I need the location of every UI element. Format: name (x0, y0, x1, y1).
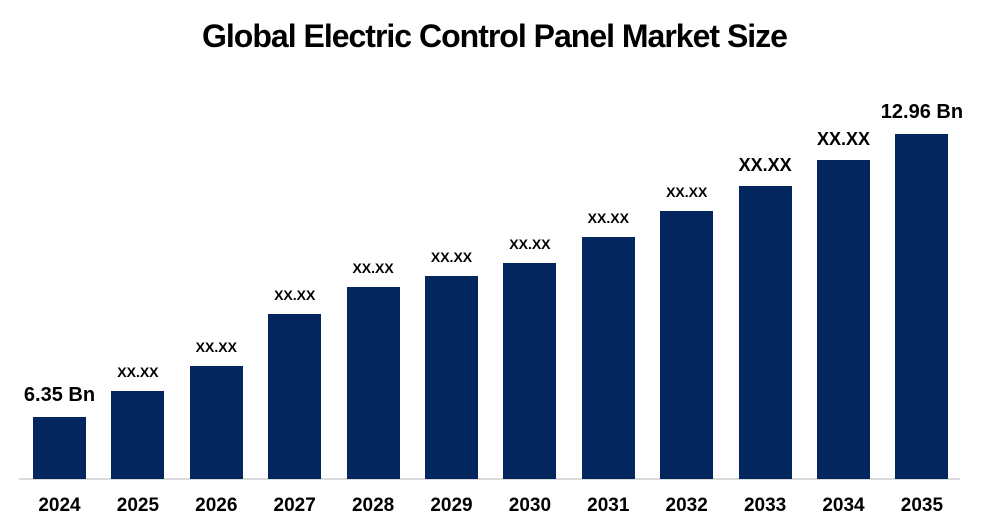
bar-value-label: XX.XX (509, 236, 551, 253)
bar-value-label: XX.XX (587, 210, 629, 227)
bar-value-label: XX.XX (117, 364, 159, 381)
bar-2030 (503, 263, 557, 479)
bar-value-label: 6.35 Bn (23, 384, 96, 406)
x-axis-tick-label: 2024 (38, 495, 81, 516)
x-axis-tick-label: 2028 (351, 495, 395, 516)
bar-2025 (111, 391, 165, 479)
bar-value-label: 12.96 Bn (880, 101, 964, 123)
bar-2032 (660, 211, 714, 479)
x-axis-tick-label: 2025 (116, 495, 160, 516)
x-axis-tick-label: 2029 (430, 495, 473, 516)
bar-2033 (738, 186, 792, 479)
bar-value-label: XX.XX (274, 287, 316, 304)
bar-column-2033: XX.XX 2033 (738, 155, 792, 516)
x-axis-tick-label: 2027 (273, 495, 316, 516)
bar-2034 (817, 160, 870, 479)
x-axis-tick-label: 2032 (665, 495, 708, 516)
bar-column-2034: XX.XX 2034 (816, 129, 871, 516)
x-axis-tick-label: 2026 (195, 495, 238, 516)
bar-column-2024: 6.35 Bn 2024 (24, 385, 95, 517)
x-axis-tick-label: 2033 (743, 495, 787, 516)
x-axis-tick-label: 2031 (587, 495, 630, 516)
bar-value-label: XX.XX (352, 260, 394, 277)
bar-column-2025: XX.XX 2025 (111, 364, 165, 516)
bar-column-2029: XX.XX 2029 (425, 249, 478, 516)
bar-column-2031: XX.XX 2031 (581, 210, 635, 516)
bar-column-2035: 12.96 Bn 2035 (881, 102, 963, 517)
bar-value-label: XX.XX (195, 339, 237, 356)
chart-title: Global Electric Control Panel Market Siz… (202, 18, 788, 54)
bar-2028 (346, 287, 400, 479)
bar-column-2030: XX.XX 2030 (503, 236, 557, 516)
bar-2035 (895, 134, 949, 479)
bar-2024 (33, 417, 86, 479)
bar-column-2032: XX.XX 2032 (660, 184, 714, 516)
x-axis-tick-label: 2035 (900, 495, 944, 516)
bar-2031 (581, 237, 635, 479)
bar-value-label: XX.XX (430, 249, 473, 266)
bar-value-label: XX.XX (738, 155, 792, 176)
bar-2027 (268, 314, 322, 479)
bar-column-2026: XX.XX 2026 (189, 339, 243, 516)
bar-value-label: XX.XX (666, 184, 708, 201)
bar-value-label: XX.XX (816, 129, 871, 150)
x-axis-line (19, 478, 960, 480)
x-axis-tick-label: 2034 (822, 495, 865, 516)
bar-column-2027: XX.XX 2027 (268, 287, 322, 516)
bar-column-2028: XX.XX 2028 (346, 260, 400, 516)
x-axis-tick-label: 2030 (508, 495, 552, 516)
bar-2029 (425, 276, 478, 479)
bar-2026 (189, 366, 243, 479)
